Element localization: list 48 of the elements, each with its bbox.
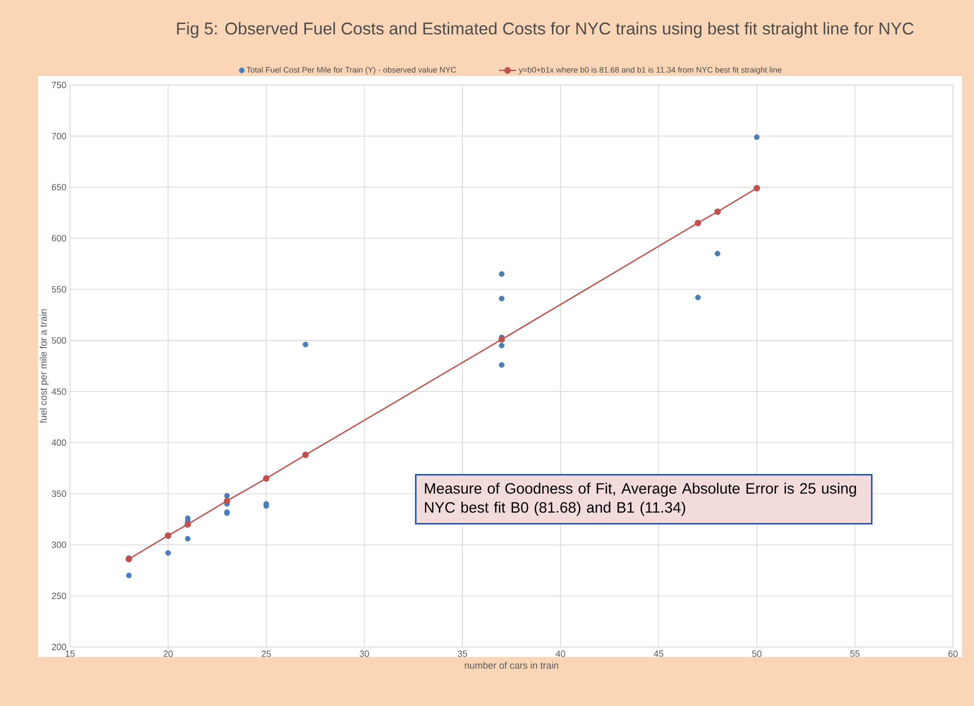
y-tick-label: 450 (52, 388, 66, 395)
point (754, 184, 760, 192)
point (302, 452, 309, 458)
y-tick-label: 650 (52, 184, 66, 190)
x-tick-label: 30 (360, 650, 369, 657)
y-tick-label: 550 (52, 286, 66, 293)
x-tick-label: 15 (66, 650, 75, 657)
point (754, 134, 760, 140)
point (498, 362, 504, 368)
point (695, 294, 701, 300)
y-tick-label: 400 (52, 439, 66, 446)
y-tick-label: 700 (52, 132, 66, 140)
point (714, 250, 720, 256)
point (184, 521, 191, 528)
legend-label: y=b0+b1x where b0 is 81.68 and b1 is 11.34 from NYC best fit straight line (518, 66, 782, 74)
y-tick-label: 600 (52, 235, 66, 242)
x-tick-label: 35 (458, 650, 468, 657)
y-axis-title: fuel cost per mile for a train (40, 309, 49, 424)
y-tick-label: 200 (52, 644, 66, 650)
legend-label: Total Fuel Cost Per Mile for Train (Y) - observed value NYC (246, 66, 456, 74)
point (302, 342, 308, 348)
point (498, 342, 504, 348)
chart-title: Fig 5: Observed Fuel Costs and Estimated Costs for NYC trains using best fit straight line for NYC (177, 22, 914, 38)
point (262, 475, 270, 482)
point (694, 220, 702, 226)
y-tick-label: 750 (52, 82, 66, 88)
x-tick-label: 40 (556, 650, 566, 657)
x-tick-label: 25 (262, 650, 271, 657)
x-tick-label: 45 (654, 650, 664, 657)
point (126, 572, 132, 578)
x-axis-title: number of cars in train (464, 662, 558, 669)
point (224, 498, 230, 504)
x-tick-label: 60 (948, 650, 958, 657)
point (164, 532, 172, 539)
point (165, 550, 171, 556)
point (184, 536, 191, 542)
point (714, 208, 721, 215)
y-tick-label: 350 (52, 490, 66, 497)
x-tick-label: 50 (752, 650, 762, 657)
point (498, 296, 504, 302)
point (498, 336, 505, 343)
y-tick-label: 250 (52, 592, 66, 600)
point (498, 271, 504, 277)
y-tick-label: 300 (52, 542, 66, 548)
y-tick-label: 500 (52, 337, 66, 344)
x-tick-label: 20 (164, 650, 173, 657)
annotation: Measure of Goodness of Fit, Average Absolute Error is 25 using NYC best fit B0 (81.68) and B1 (11.34) (424, 482, 856, 516)
x-tick-label: 55 (850, 650, 860, 657)
